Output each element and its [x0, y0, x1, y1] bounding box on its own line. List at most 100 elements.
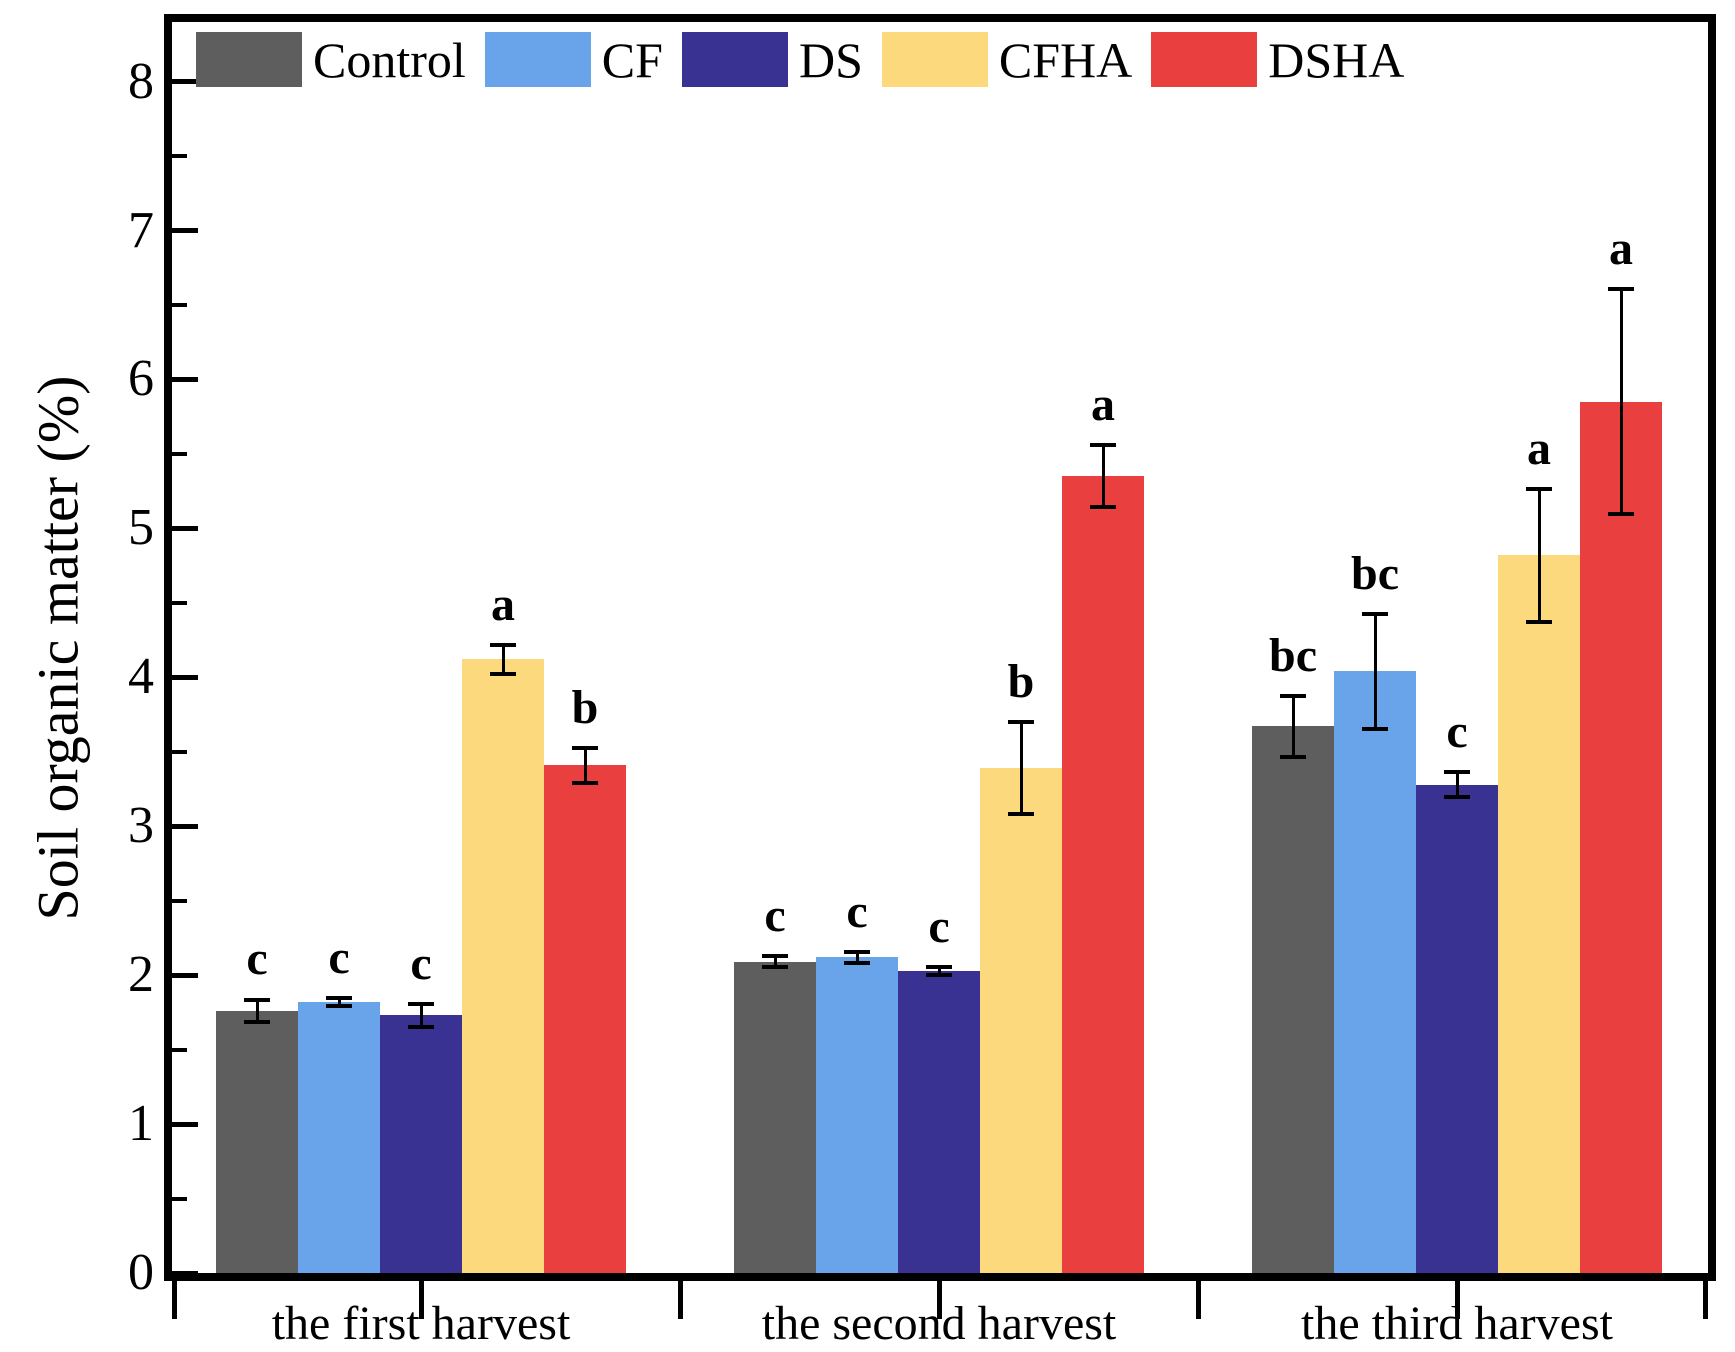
bar-cfha-group2 [980, 768, 1062, 1273]
error-bar-line [1019, 720, 1023, 816]
significance-letter: c [764, 889, 786, 943]
significance-letter: c [846, 884, 868, 938]
bar-ds-group2 [898, 970, 980, 1273]
y-axis-title: Soil organic matter (%) [25, 375, 91, 921]
y-minor-tick [172, 600, 187, 605]
bar-control-group2 [734, 961, 816, 1273]
y-tick-label: 3 [128, 797, 154, 855]
significance-letter: b [1007, 655, 1035, 709]
error-bar [926, 964, 952, 977]
bar-control-group1 [216, 1010, 298, 1273]
y-major-tick [172, 823, 198, 829]
significance-letter: a [1609, 222, 1633, 276]
error-bar [244, 997, 270, 1025]
bar-cfha-group3 [1498, 555, 1580, 1273]
y-minor-tick [172, 898, 187, 903]
legend-swatch-control [196, 32, 302, 87]
legend-item-cf: CF [484, 31, 663, 88]
legend-label-cfha: CFHA [998, 31, 1133, 88]
bar-ds-group1 [380, 1015, 462, 1273]
plot-inner: 0 1 2 3 4 5 6 7 8 c c bc c c bc c c c a b a b a a Control CF DS CFH… [128, 22, 1708, 1319]
y-minor-tick [172, 1196, 187, 1201]
y-tick-label: 8 [128, 52, 154, 110]
x-category-label: the third harvest [1301, 1297, 1613, 1350]
error-bar [1526, 486, 1552, 624]
error-bar-line [337, 996, 341, 1008]
x-axis-tick [936, 1281, 942, 1319]
y-major-tick [172, 1270, 198, 1276]
error-bar-line [419, 1001, 423, 1029]
x-axis-tick [418, 1281, 424, 1319]
error-bar-line [1101, 443, 1105, 509]
plot-area: 0 1 2 3 4 5 6 7 8 c c bc c c bc c c c a b a b a a Control CF DS CFH… [128, 14, 1716, 1319]
legend-label-control: Control [313, 31, 466, 88]
y-tick-label: 6 [128, 350, 154, 408]
y-tick-label: 5 [128, 499, 154, 557]
error-bar-line [1619, 287, 1623, 517]
x-axis-tick [1454, 1281, 1460, 1319]
bar-cf-group1 [298, 1001, 380, 1273]
legend-item-ds: DS [681, 31, 863, 88]
bar-control-group3 [1252, 726, 1334, 1273]
bar-cfha-group1 [462, 659, 544, 1273]
error-bar [1280, 693, 1306, 760]
y-minor-tick [172, 302, 187, 307]
significance-letter: c [328, 931, 350, 984]
error-bar-line [1373, 611, 1377, 731]
error-bar-line [1455, 769, 1459, 800]
legend-item-control: Control [196, 32, 466, 87]
error-bar [490, 643, 516, 676]
x-category-label: the second harvest [761, 1297, 1117, 1350]
x-axis-tick [1703, 1281, 1708, 1319]
legend-swatch-cf [484, 32, 591, 87]
legend-item-dsha: DSHA [1151, 32, 1404, 87]
legend-label-ds: DS [798, 31, 863, 88]
significance-letter: c [928, 899, 950, 953]
legend-swatch-ds [681, 32, 788, 87]
error-bar [1090, 443, 1116, 509]
y-minor-tick [172, 1047, 187, 1052]
significance-letter: c [410, 936, 432, 990]
y-major-tick [172, 376, 198, 382]
y-major-tick [172, 972, 198, 978]
bar-dsha-group3 [1580, 401, 1662, 1273]
y-major-tick [172, 79, 198, 85]
y-tick-label: 0 [128, 1244, 154, 1301]
y-tick-label: 7 [128, 201, 154, 259]
error-bar-line [583, 745, 587, 785]
bar-cf-group2 [816, 957, 898, 1273]
legend-item-cfha: CFHA [881, 31, 1133, 88]
legend-label-cf: CF [601, 31, 663, 88]
legend: Control CF DS CFHA DSHA [196, 32, 1404, 87]
error-bar-line [1291, 693, 1295, 760]
y-tick-label: 1 [128, 1095, 154, 1153]
significance-letter: a [1527, 421, 1551, 475]
y-tick-label: 4 [128, 648, 154, 706]
error-bar [1008, 720, 1034, 816]
x-axis-tick [172, 1281, 177, 1319]
y-major-tick [172, 674, 198, 680]
y-minor-tick [172, 451, 187, 456]
y-minor-tick [172, 154, 187, 159]
error-bar [408, 1001, 434, 1029]
x-category-label: the first harvest [271, 1297, 571, 1350]
error-bar-line [937, 964, 941, 977]
y-minor-tick [172, 749, 187, 754]
error-bar [762, 954, 788, 970]
error-bar [1608, 287, 1634, 517]
error-bar-line [501, 643, 505, 676]
x-axis-tick [1195, 1281, 1201, 1319]
significance-letter: bc [1269, 628, 1317, 682]
legend-swatch-dsha [1151, 32, 1258, 87]
bar-ds-group3 [1416, 784, 1498, 1273]
error-bar [326, 996, 352, 1008]
significance-letter: c [246, 932, 268, 986]
error-bar [1444, 769, 1470, 800]
error-bar-line [773, 954, 777, 970]
error-bar [1362, 611, 1388, 731]
significance-letter: c [1446, 704, 1468, 758]
bar-dsha-group1 [544, 765, 626, 1273]
legend-swatch-cfha [881, 32, 988, 87]
significance-letter: b [571, 680, 599, 734]
